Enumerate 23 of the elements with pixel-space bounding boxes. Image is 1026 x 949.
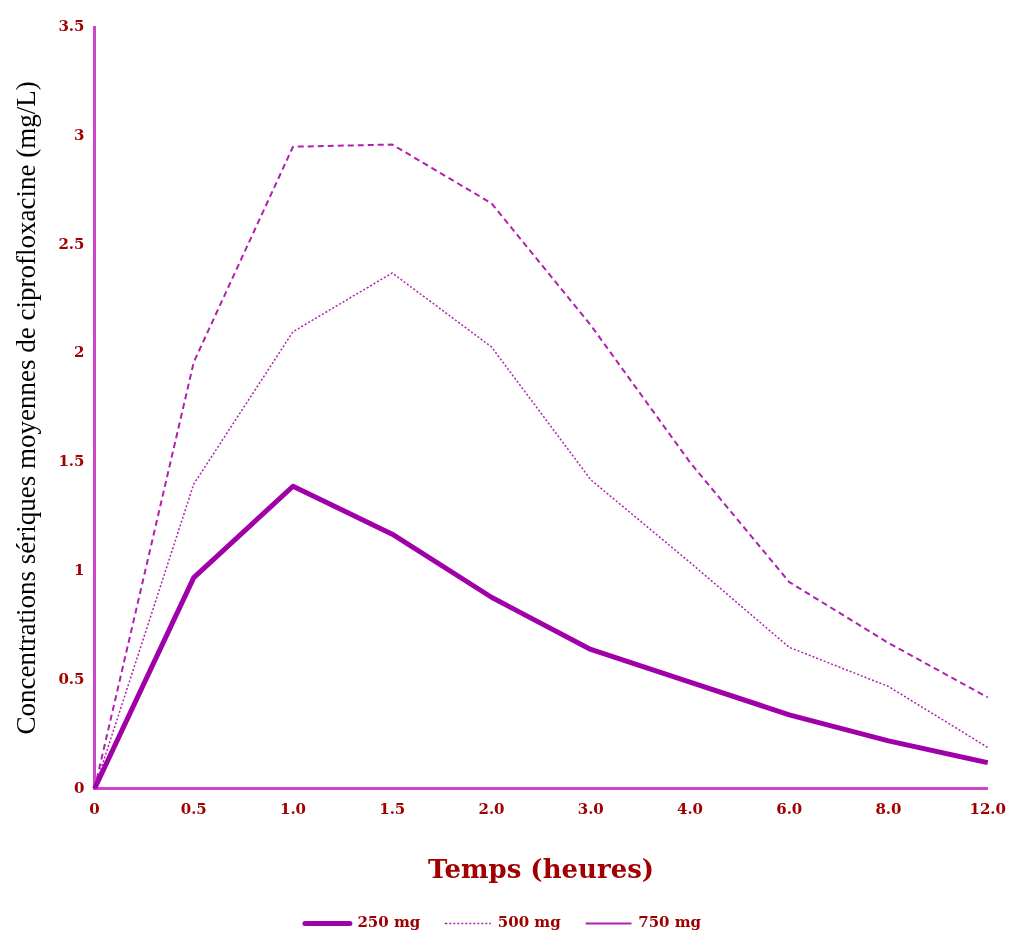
y-tick-label: 3.5 [58,16,85,35]
x-tick-label: 0.5 [180,799,207,818]
y-tick-label: 0.5 [58,669,85,688]
x-tick-label: 1.0 [279,799,307,818]
y-tick-label: 3 [74,125,85,144]
y-tick-label: 1 [74,561,85,580]
x-tick-label: 1.5 [379,799,406,818]
x-tick-label: 12.0 [969,799,1007,818]
x-tick-label: 2.0 [478,799,505,818]
x-tick-label: 8.0 [875,799,902,818]
y-axis-title: Concentrations sériques moyennes de ciprofloxacine (mg/L) [11,81,42,735]
y-tick-label: 2.5 [58,234,85,253]
y-tick-label: 1.5 [58,452,85,471]
legend-label: 250 mg [357,913,421,932]
legend-label: 500 mg [497,913,562,932]
y-tick-label: 0 [74,778,85,797]
x-tick-label: 3.0 [577,799,604,818]
x-tick-label: 0 [89,799,100,818]
x-axis-title: Temps (heures) [428,854,655,885]
x-tick-label: 6.0 [776,799,803,818]
y-tick-label: 2 [74,343,85,362]
x-tick-label: 4.0 [676,799,704,818]
legend-label: 750 mg [638,913,702,932]
